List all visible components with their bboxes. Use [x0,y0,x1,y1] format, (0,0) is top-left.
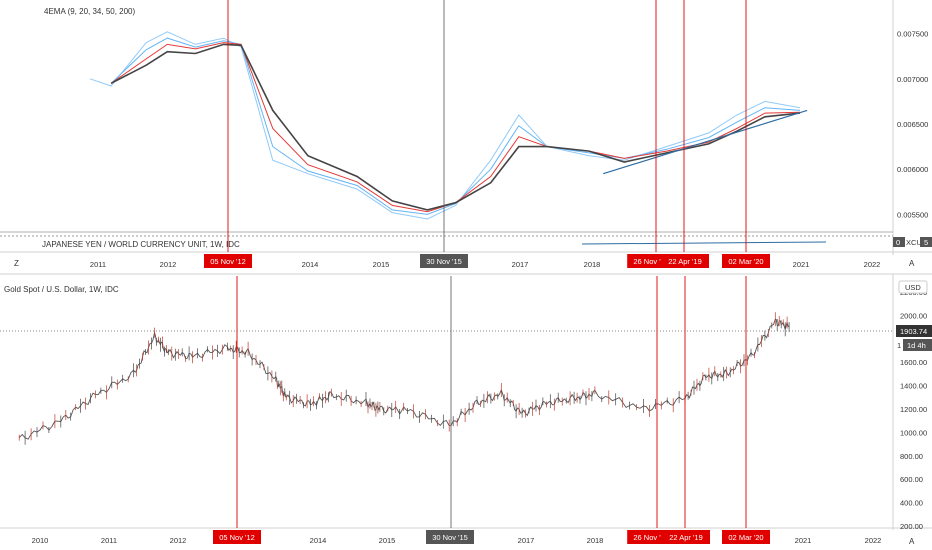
marker-label-bg-top [722,254,770,268]
ema-series [89,31,808,220]
ema-line-50 [110,43,801,211]
marker-label-top: 26 Nov ' [633,257,661,266]
marker-label-bg-bottom [662,530,710,544]
top-y-tick-label: 0.006500 [897,120,928,129]
bottom-legend: Gold Spot / U.S. Dollar, 1W, IDC [4,285,119,294]
top-x-tick-label: 2017 [512,260,529,269]
bottom-x-tick-label: 2012 [170,536,187,545]
marker-label-top: 30 Nov '15 [426,257,462,266]
sub-value-label: 0 [896,238,900,247]
sub-tail-bg [920,237,932,247]
marker-label-bottom: 02 Mar '20 [728,533,763,542]
gold-series [18,312,790,445]
top-x-tick-label: 2021 [793,260,810,269]
sub-legend: JAPANESE YEN / WORLD CURRENCY UNIT, 1W, … [42,240,240,249]
marker-label-bottom: 30 Nov '15 [432,533,468,542]
sub-symbol-label: XCU [906,238,922,247]
bottom-x-ticks: 2010 2011 2012 2014 2015 2017 2018 2021 2022 [32,536,882,545]
top-y-tick-label: 0.006000 [897,165,928,174]
bottom-x-tick-label: 2011 [101,536,117,545]
bottom-corner-right-label[interactable]: A [909,537,915,546]
price-label: 1903.74 [900,327,927,336]
currency-box[interactable] [898,280,928,294]
sub-pane-trend [581,241,827,245]
bottom-y-tick-label: 1600.00 [900,358,927,367]
corner-right-label[interactable]: A [909,259,915,268]
event-markers: 05 Nov '12 05 Nov '12 30 Nov '15 30 Nov '15… [204,0,770,544]
bottom-y-tick-label: 800.00 [900,452,923,461]
top-y-tick-label: 0.005500 [897,210,928,219]
bottom-x-tick-label: 2018 [587,536,604,545]
bottom-y-tick-label: 1400.00 [900,382,927,391]
bottom-x-tick-label: 2010 [32,536,49,545]
marker-label-bottom: 26 Nov ' [633,533,661,542]
marker-label-bg-top [627,254,667,268]
corner-left-label[interactable]: Z [14,259,19,268]
bottom-y-tick-label: 600.00 [900,475,923,484]
marker-label-bg-bottom [426,530,474,544]
bottom-y-tick-label: 1200.00 [900,405,927,414]
bottom-x-tick-label: 2014 [310,536,327,545]
bottom-x-tick-label: 2021 [795,536,812,545]
top-x-tick-label: 2015 [373,260,390,269]
timeframe-label-bg [903,339,932,351]
marker-label-bg-bottom [627,530,667,544]
marker-label-bottom: 22 Apr '19 [669,533,703,542]
bottom-x-tick-label: 2017 [518,536,535,545]
ema-line-34 [110,42,801,213]
ema-line-9 [89,31,801,220]
bottom-y-tick-label: 200.00 [900,522,923,531]
bottom-x-tick-label: 2022 [865,536,882,545]
currency-label[interactable]: USD [905,283,921,292]
ema-line-20 [110,37,801,215]
bottom-y-tick-label: 400.00 [900,499,923,508]
bottom-x-tick-label: 2015 [379,536,396,545]
price-label-bg [896,325,932,337]
top-y-tick-label: 0.007500 [897,30,928,39]
marker-label-top: 22 Apr '19 [668,257,702,266]
top-x-tick-label: 2011 [90,260,106,269]
bottom-y-tick-label: 1000.00 [900,428,927,437]
marker-label-top: 02 Mar '20 [728,257,763,266]
top-y-ticks: 0.007500 0.007000 0.006500 0.006000 0.005500 [897,30,928,220]
top-x-tick-label: 2022 [864,260,881,269]
marker-label-bottom: 05 Nov '12 [219,533,255,542]
axis-peek-label: 1 [897,341,901,350]
bottom-y-tick-label: 2000.00 [900,311,927,320]
marker-label-bg-top [204,254,252,268]
sub-tail-label: 5 [924,238,928,247]
marker-label-bg-top [661,254,709,268]
top-x-ticks: 2011 2012 2014 2015 2017 2018 2021 2022 [90,260,880,269]
top-y-tick-label: 0.007000 [897,75,928,84]
sub-value-bg [893,237,905,247]
ema-line-trendline [603,109,808,175]
top-x-tick-label: 2012 [160,260,177,269]
marker-label-top: 05 Nov '12 [210,257,246,266]
timeframe-label: 1d 4h [907,341,926,350]
marker-label-bg-bottom [213,530,261,544]
marker-label-bg-bottom [722,530,770,544]
top-x-tick-label: 2018 [584,260,601,269]
marker-label-bg-top [420,254,468,268]
top-legend: 4EMA (9, 20, 34, 50, 200) [44,7,136,16]
top-x-tick-label: 2014 [302,260,319,269]
